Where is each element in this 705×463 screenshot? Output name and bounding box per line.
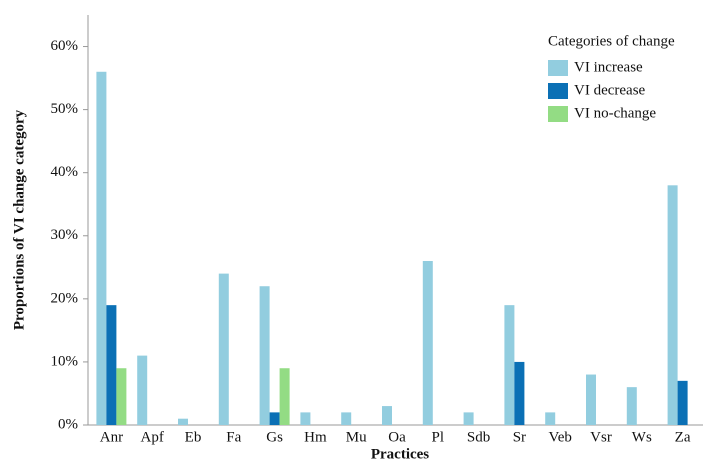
legend-swatch bbox=[548, 106, 568, 122]
y-tick-label: 40% bbox=[51, 164, 79, 180]
x-tick-label: Mu bbox=[346, 429, 367, 445]
y-tick-label: 30% bbox=[51, 227, 79, 243]
bar bbox=[677, 380, 688, 425]
y-tick-label: 60% bbox=[51, 38, 79, 54]
legend-label: VI increase bbox=[574, 59, 643, 75]
x-tick-label: Apf bbox=[141, 429, 164, 445]
x-tick-label: Sdb bbox=[467, 429, 490, 445]
bar bbox=[106, 305, 117, 425]
bar bbox=[341, 412, 352, 425]
bar bbox=[504, 305, 515, 425]
bar bbox=[422, 261, 433, 425]
x-tick-label: Hm bbox=[304, 429, 327, 445]
x-tick-label: Eb bbox=[185, 429, 202, 445]
x-tick-label: Pl bbox=[432, 429, 445, 445]
bar bbox=[178, 418, 188, 425]
bar bbox=[586, 374, 596, 425]
bar bbox=[218, 273, 229, 425]
x-tick-label: Oa bbox=[388, 429, 406, 445]
bar bbox=[259, 286, 270, 425]
bar bbox=[269, 412, 280, 425]
x-tick-label: Veb bbox=[549, 429, 572, 445]
x-tick-label: Fa bbox=[226, 429, 241, 445]
x-tick-label: Gs bbox=[266, 429, 283, 445]
y-axis-title: Proportions of VI change category bbox=[11, 109, 27, 330]
x-tick-label: Vsr bbox=[590, 429, 612, 445]
x-tick-label: Anr bbox=[100, 429, 123, 445]
y-tick-label: 0% bbox=[58, 416, 78, 432]
bar bbox=[137, 355, 148, 425]
bar bbox=[96, 71, 107, 426]
x-tick-label: Za bbox=[675, 429, 691, 445]
legend-label: VI decrease bbox=[574, 82, 646, 98]
x-tick-label: Ws bbox=[632, 429, 652, 445]
bar bbox=[279, 368, 290, 425]
y-tick-label: 20% bbox=[51, 290, 79, 306]
bar bbox=[626, 387, 637, 425]
bar bbox=[382, 406, 392, 425]
y-tick-label: 10% bbox=[51, 353, 79, 369]
legend-swatch bbox=[548, 83, 568, 99]
legend-title: Categories of change bbox=[548, 33, 675, 49]
bar bbox=[667, 185, 678, 425]
bar bbox=[463, 412, 474, 425]
bar bbox=[300, 412, 311, 425]
x-tick-label: Sr bbox=[513, 429, 526, 445]
bar bbox=[116, 368, 127, 425]
y-tick-label: 50% bbox=[51, 101, 79, 117]
legend-swatch bbox=[548, 60, 568, 76]
x-axis-title: Practices bbox=[371, 446, 429, 462]
legend-label: VI no-change bbox=[574, 105, 656, 121]
bar bbox=[545, 412, 556, 425]
bar bbox=[514, 361, 525, 425]
